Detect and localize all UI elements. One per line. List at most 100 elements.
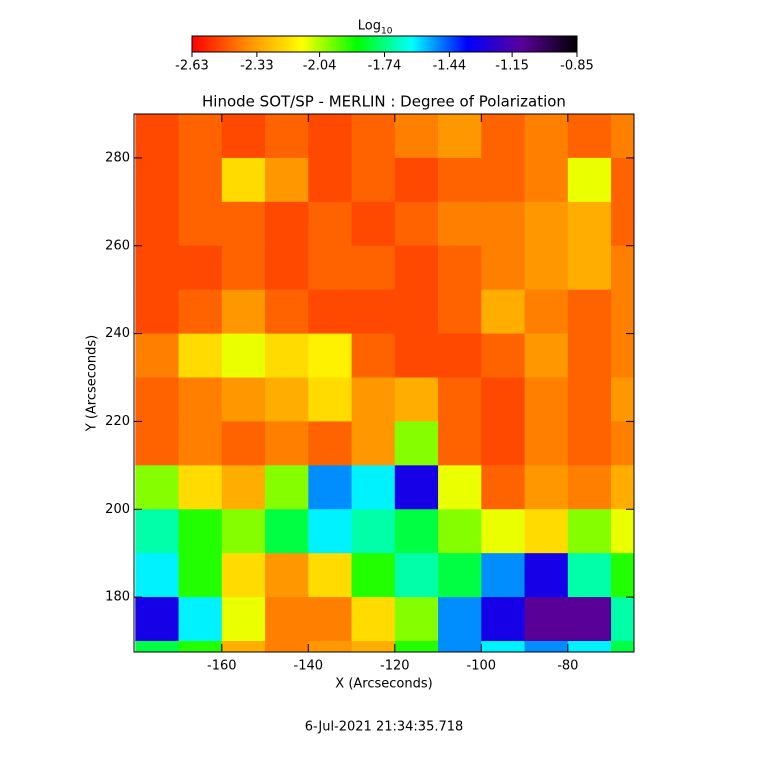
heat-cell [524,333,569,379]
heat-cell [438,157,482,203]
heat-cell [135,641,180,652]
heat-cell [351,641,396,652]
x-tick-label: -80 [557,659,578,674]
heat-cell [308,465,353,510]
heat-cell [221,465,266,510]
y-tick-label: 280 [105,150,130,165]
heat-cell [524,245,569,291]
heat-cell [135,553,180,598]
heat-cell [351,509,396,554]
heat-cell [567,114,612,159]
heat-cell [135,114,180,159]
heat-cell [524,377,569,422]
heat-cell [178,597,223,642]
heat-cell [481,201,526,247]
heat-cell [524,553,569,598]
heat-cell [524,157,569,203]
colorbar-tick-label: -2.33 [240,59,274,74]
heat-cell [394,201,439,247]
heat-cell [567,201,612,247]
heat-cell [308,157,353,203]
heat-cell [481,421,526,466]
heat-cell [265,597,309,642]
heat-cell [524,421,569,466]
x-axis-label: X (Arcseconds) [335,677,432,692]
y-tick-label: 240 [105,326,130,341]
colorbar [191,35,578,53]
heat-cell [308,509,353,554]
heat-cell [481,509,526,554]
heat-cell [438,553,482,598]
heat-cell [135,245,180,291]
heat-cell [394,421,439,466]
heat-cell [481,641,526,652]
heat-cell [611,553,634,598]
heat-cell [481,597,526,642]
heat-cell [135,509,180,554]
heat-cell [481,333,526,379]
heat-cell [135,597,180,642]
heat-cell [221,553,266,598]
heat-cell [611,465,634,510]
heat-cell [221,157,266,203]
heat-cell [351,157,396,203]
heat-cell [265,333,309,379]
heat-cell [611,333,634,379]
heat-cell [265,553,309,598]
y-tick-label: 200 [105,502,130,517]
heat-cell [567,289,612,335]
heat-cell [524,289,569,335]
heatmap [135,114,634,652]
heat-cell [611,289,634,335]
heat-cell [178,333,223,379]
heat-cell [221,421,266,466]
heat-cell [481,377,526,422]
colorbar-tick-label: -2.04 [303,59,337,74]
heat-cell [135,377,180,422]
heat-cell [524,114,569,159]
heat-cell [351,201,396,247]
heat-cell [524,201,569,247]
heat-cell [221,245,266,291]
colorbar-tick-label: -1.15 [495,59,529,74]
heat-cell [178,641,223,652]
heat-cell [567,553,612,598]
heat-cell [567,421,612,466]
heat-cell [265,377,309,422]
heat-cell [351,289,396,335]
heat-cell [308,333,353,379]
heat-cell [438,114,482,159]
colorbar-label: Log [358,19,381,34]
heat-cell [351,377,396,422]
heat-cell [221,201,266,247]
heat-cell [135,289,180,335]
heat-cell [438,509,482,554]
heat-cell [394,157,439,203]
heat-cell [611,245,634,291]
heat-cell [308,245,353,291]
heat-cell [178,157,223,203]
heat-cell [611,509,634,554]
heat-cell [394,333,439,379]
heat-cell [308,641,353,652]
heat-cell [351,421,396,466]
heat-cell [567,465,612,510]
heat-cell [481,465,526,510]
heat-cell [524,641,569,652]
heat-cell [221,289,266,335]
heat-cell [265,641,309,652]
heat-cell [265,201,309,247]
heat-cell [178,509,223,554]
x-tick-label: -120 [380,659,410,674]
heat-cell [221,114,266,159]
heat-cell [265,465,309,510]
chart-title: Hinode SOT/SP - MERLIN : Degree of Polar… [202,93,566,111]
heat-cell [611,641,634,652]
heat-cell [308,421,353,466]
heat-cell [265,289,309,335]
heat-cell [438,597,482,642]
heat-cell [567,245,612,291]
heat-cell [351,245,396,291]
heat-cell [567,377,612,422]
heat-cell [221,641,266,652]
